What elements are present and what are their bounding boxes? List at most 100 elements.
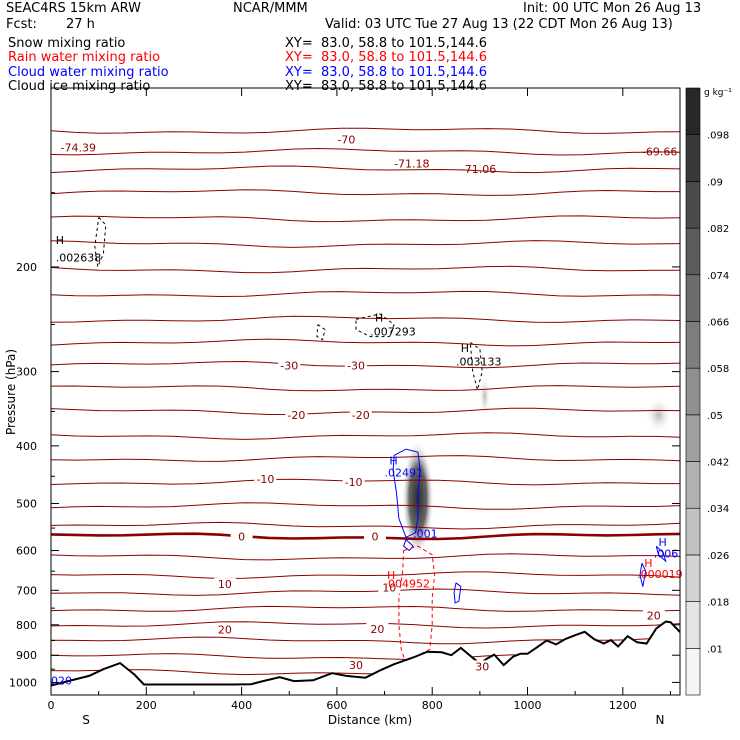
- contour-label-bg: [213, 623, 236, 636]
- colorbar-segment: [685, 601, 701, 649]
- temperature-contours: [51, 127, 680, 676]
- isotherm-line: [51, 127, 680, 134]
- extrema-label: -69.66: [642, 146, 677, 159]
- extrema-label: .007293: [370, 326, 416, 339]
- contour-label-bg: [344, 359, 367, 372]
- contour-label-bg: [213, 577, 236, 590]
- contour-label-bg: [285, 409, 308, 422]
- x-tick-label: 1200: [609, 699, 637, 712]
- mixing-ratio-contours: [51, 216, 667, 689]
- x-axis-title: Distance (km): [328, 713, 412, 727]
- x-tick-label: 0: [48, 699, 55, 712]
- colorbar-segment: [685, 87, 701, 135]
- contour-label-bg: [278, 359, 301, 372]
- y-tick-label: 600: [16, 545, 37, 558]
- center-name: NCAR/MMM: [233, 1, 308, 16]
- isotherm-line: [51, 621, 680, 629]
- colorbar-unit: g kg⁻¹: [704, 88, 732, 98]
- contour-label: 30: [349, 659, 363, 672]
- forecast-label: Fcst:: [6, 17, 37, 32]
- contour-label-bg: [342, 475, 365, 488]
- colorbar-level-label: .026: [707, 551, 729, 562]
- extrema-label: -71.18: [394, 157, 429, 170]
- y-tick-label: 200: [16, 261, 37, 274]
- cloud-water-contour: [453, 582, 462, 604]
- isotherm-line: [51, 432, 680, 440]
- contour-labels: -70 -30 -30 -20 -20 -10 -10 0 0 10 10 20 20 20 30 30: [213, 133, 665, 673]
- isotherm-line: [51, 605, 680, 612]
- contour-label: 10: [382, 582, 396, 595]
- y-tick-label: 1000: [9, 676, 37, 689]
- contour-label-bg: [335, 133, 358, 146]
- cloud-water-contour: [655, 545, 667, 563]
- colorbar-segment: [685, 227, 701, 276]
- colorbar-level-label: .082: [707, 224, 729, 235]
- extrema-label: H: [375, 311, 383, 324]
- colorbar-level-label: .018: [707, 598, 729, 609]
- contour-label-bg: [344, 659, 367, 672]
- field-name-cloud-ice: Cloud ice mixing ratio: [8, 79, 151, 94]
- extrema-label: H: [387, 569, 395, 582]
- north-label: N: [656, 713, 665, 727]
- contour-label-bg: [349, 409, 372, 422]
- isotherm-line: [51, 265, 680, 274]
- isotherm-line: [51, 338, 680, 347]
- extrema-label: H: [389, 455, 397, 468]
- colorbar-segment: [685, 274, 701, 322]
- snow-contour: [469, 342, 483, 392]
- x-tick-label: 1000: [514, 699, 542, 712]
- field-xy-cloud-ice: XY= 83.0, 58.8 to 101.5,144.6: [285, 79, 488, 94]
- extrema-label: H: [659, 536, 667, 549]
- contour-label: -20: [287, 409, 305, 422]
- extrema-label: .02491: [385, 466, 424, 479]
- extrema-label: .001: [413, 527, 438, 540]
- south-label: S: [82, 713, 90, 727]
- contour-label-bg: [471, 660, 494, 673]
- model-title: SEAC4RS 15km ARW: [6, 1, 142, 16]
- x-tick-label: 400: [231, 699, 252, 712]
- x-tick-label: 800: [422, 699, 443, 712]
- contour-label: -10: [256, 473, 274, 486]
- field-name-snow: Snow mixing ratio: [8, 36, 126, 51]
- colorbar-segment: [685, 367, 701, 416]
- isotherm-line: [51, 588, 680, 596]
- colorbar-segment: [685, 507, 701, 556]
- isotherm-line: [51, 315, 680, 323]
- contour-label: -20: [352, 409, 370, 422]
- contour-label: 10: [218, 578, 232, 591]
- isotherm-line: [51, 240, 680, 248]
- colorbar: .01 .018 .026 .034 .042 .05 .058 .066 .074 .082 .0…: [685, 87, 729, 696]
- cloud-water-contour: [403, 539, 414, 552]
- colorbar-segment: [685, 461, 701, 509]
- field-name-cloud-water: Cloud water mixing ratio: [8, 65, 169, 80]
- isotherm-line: [51, 571, 680, 580]
- isotherm-line: [51, 478, 680, 486]
- contour-label: -30: [347, 360, 365, 373]
- isotherm-line: [51, 189, 680, 196]
- extrema-label: H: [644, 557, 652, 570]
- extrema-label: .006: [654, 548, 679, 561]
- extrema-label: -71.06: [461, 163, 496, 176]
- isotherm-line: [51, 290, 680, 298]
- colorbar-segment: [685, 134, 701, 182]
- contour-label-bg: [642, 609, 665, 622]
- extrema-label: H: [461, 342, 469, 355]
- y-tick-label: 700: [16, 584, 37, 597]
- extrema-label: .004952: [385, 577, 431, 590]
- x-tick-label: 200: [136, 699, 157, 712]
- contour-label-bg: [366, 622, 389, 635]
- contour-label: 0: [238, 530, 245, 543]
- x-tick-label: 600: [326, 699, 347, 712]
- cloud-water-contour: [392, 448, 421, 538]
- extrema-label: 020: [51, 674, 72, 687]
- extrema-label: H: [56, 234, 64, 247]
- contour-label: 0: [372, 530, 379, 543]
- colorbar-segment: [685, 414, 701, 462]
- extrema-label: .002638: [56, 252, 102, 265]
- isotherm-line: [51, 521, 680, 530]
- snow-contour: [316, 324, 326, 341]
- contour-label-bg: [378, 581, 401, 594]
- extrema-label: .000019: [637, 568, 683, 581]
- isotherm-line: [51, 455, 680, 462]
- colorbar-level-label: .01: [707, 644, 723, 655]
